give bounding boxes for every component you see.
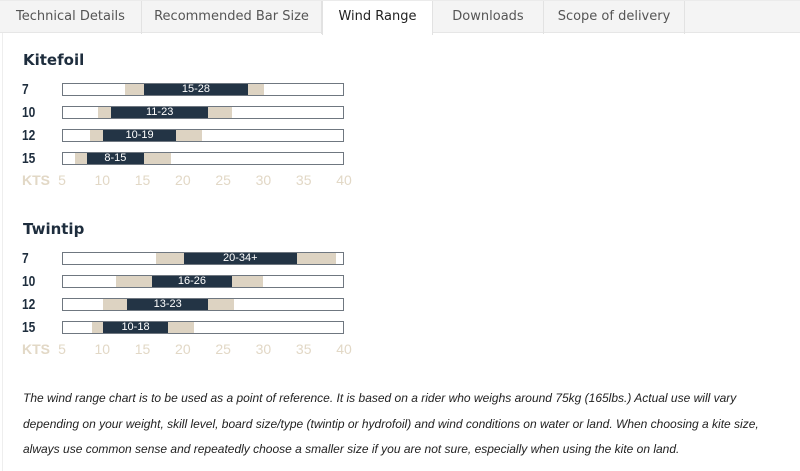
kitefoil-wind-chart: 7 15-28 10 11-23 12 10-19 15 8-15 KTS 5 10 15 20 25 30…	[0, 80, 360, 190]
optimal-range-segment: 11-23	[111, 107, 208, 118]
tab-downloads[interactable]: Downloads	[433, 1, 544, 34]
axis-tick-label: 40	[336, 341, 352, 357]
axis-tick-label: 25	[215, 172, 231, 188]
axis-tick-label: 20	[175, 341, 191, 357]
axis-tick-label: 5	[58, 341, 66, 357]
optimal-range-segment: 15-28	[143, 84, 249, 95]
axis-tick-label: 30	[255, 341, 272, 357]
tab-wind-range[interactable]: Wind Range	[322, 1, 433, 35]
kite-size-label: 10	[22, 273, 36, 290]
axis-tick-label: 30	[255, 172, 272, 188]
axis-tick-label: 35	[295, 172, 312, 188]
twintip-heading: Twintip	[23, 220, 85, 238]
kite-size-label: 15	[22, 319, 36, 336]
axis-tick-label: 10	[94, 341, 111, 357]
kite-size-label: 7	[22, 250, 29, 267]
wind-range-bar: 13-23	[62, 298, 344, 311]
wind-range-note: The wind range chart is to be used as a …	[23, 391, 759, 456]
wind-range-bar: 8-15	[62, 152, 344, 165]
optimal-range-segment: 20-34+	[183, 253, 297, 264]
optimal-range-segment: 13-23	[127, 299, 209, 310]
kite-size-label: 7	[22, 81, 29, 98]
wind-range-bar: 16-26	[62, 275, 344, 288]
axis-tick-label: 15	[134, 341, 151, 357]
kite-size-label: 15	[22, 150, 36, 167]
tab-technical-details[interactable]: Technical Details	[0, 1, 142, 34]
twintip-wind-chart: 7 20-34+ 10 16-26 12 13-23 15 10-18 KTS 5 10 15 20 25…	[0, 249, 360, 359]
kite-size-label: 10	[22, 104, 36, 121]
tab-bar: Technical Details Recommended Bar Size W…	[0, 0, 800, 35]
optimal-range-segment: 10-18	[103, 322, 168, 333]
optimal-range-segment: 10-19	[103, 130, 176, 141]
axis-tick-label: 10	[94, 172, 111, 188]
axis-tick-label: 35	[295, 341, 312, 357]
tab-scope-of-delivery[interactable]: Scope of delivery	[544, 1, 685, 34]
content-border	[2, 33, 3, 471]
wind-range-bar: 11-23	[62, 106, 344, 119]
axis-unit-label: KTS	[22, 341, 50, 357]
kitefoil-heading: Kitefoil	[23, 51, 85, 69]
axis-unit-label: KTS	[22, 172, 50, 188]
tab-recommended-bar-size[interactable]: Recommended Bar Size	[142, 1, 322, 34]
axis-tick-label: 25	[215, 341, 231, 357]
axis-tick-label: 40	[336, 172, 352, 188]
optimal-range-segment: 16-26	[151, 276, 233, 287]
wind-range-bar: 10-19	[62, 129, 344, 142]
wind-range-bar: 10-18	[62, 321, 344, 334]
wind-range-bar: 20-34+	[62, 252, 344, 265]
kite-size-label: 12	[22, 127, 36, 144]
axis-tick-label: 5	[58, 172, 66, 188]
axis-tick-label: 20	[175, 172, 191, 188]
optimal-range-segment: 8-15	[87, 153, 144, 164]
kite-size-label: 12	[22, 296, 36, 313]
wind-range-bar: 15-28	[62, 83, 344, 96]
axis-tick-label: 15	[134, 172, 151, 188]
